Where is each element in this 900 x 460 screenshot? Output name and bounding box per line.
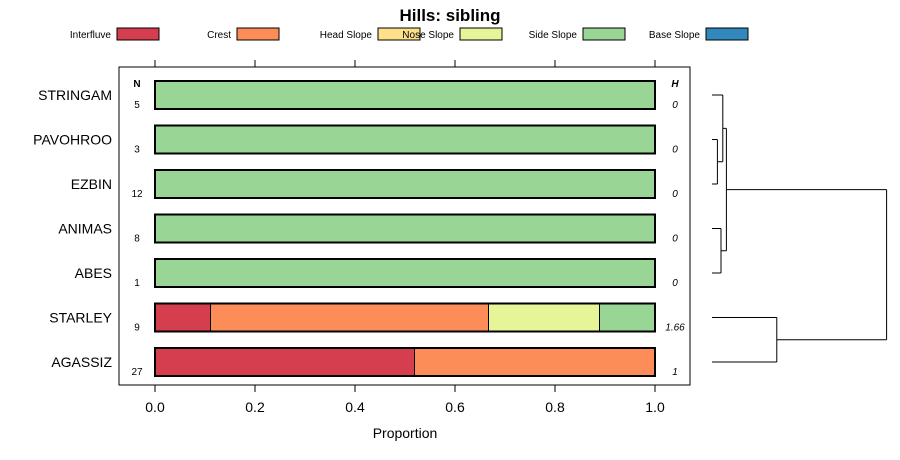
- bar-outline-pavohroo: [154, 124, 656, 155]
- bar-pavohroo-side-slope: [154, 125, 656, 154]
- bar-starley-side-slope: [599, 303, 656, 332]
- legend-swatch-head-slope: [377, 27, 421, 41]
- legend-swatch-base-slope: [705, 27, 749, 41]
- bar-abes-side-slope: [154, 258, 656, 288]
- n-value-pavohroo: 3: [134, 145, 140, 156]
- h-value-ezbin: 0: [672, 189, 678, 200]
- legend-label-interfluve: Interfluve: [70, 30, 112, 41]
- row-label-abes: ABES: [75, 265, 112, 281]
- legend-swatch-side-slope: [582, 27, 626, 41]
- x-tick-label-3: 0.6: [445, 399, 465, 415]
- dendrogram: [712, 94, 888, 363]
- legend-label-crest: Crest: [207, 30, 231, 41]
- row-label-stringam: STRINGAM: [38, 87, 112, 103]
- plot-frame: [118, 66, 691, 386]
- bar-outline-animas: [154, 213, 656, 244]
- bar-outline-agassiz: [154, 347, 656, 377]
- n-value-animas: 8: [134, 234, 140, 245]
- bar-starley-interfluve: [154, 303, 211, 332]
- row-label-animas: ANIMAS: [58, 221, 112, 237]
- bars: [154, 80, 656, 377]
- legend: Interfluve Crest Head Slope Nose Slope Side …: [70, 27, 749, 41]
- n-value-agassiz: 27: [131, 367, 143, 378]
- bar-ezbin-side-slope: [154, 169, 656, 199]
- legend-label-base-slope: Base Slope: [649, 30, 701, 41]
- h-value-agassiz: 1: [672, 367, 678, 378]
- bar-animas-side-slope: [154, 214, 656, 243]
- x-tick-label-4: 0.8: [545, 399, 565, 415]
- bar-outline-starley: [154, 302, 656, 333]
- n-value-abes: 1: [134, 278, 140, 289]
- legend-label-head-slope: Head Slope: [320, 30, 373, 41]
- row-label-ezbin: EZBIN: [71, 176, 112, 192]
- n-column-header: N: [133, 79, 140, 90]
- h-value-abes: 0: [672, 278, 678, 289]
- bar-agassiz-interfluve: [154, 347, 415, 377]
- bar-outline-abes: [154, 258, 656, 288]
- bar-outline-ezbin: [154, 169, 656, 199]
- bar-starley-crest: [210, 303, 489, 332]
- chart-title: Hills: sibling: [399, 6, 500, 25]
- row-labels: STRINGAM 5 0 PAVOHROO 3 0 EZBIN 12 0 ANIMAS 8 0 ABES…: [33, 87, 685, 378]
- legend-label-nose-slope: Nose Slope: [402, 30, 454, 41]
- h-value-starley: 1.66: [665, 323, 685, 334]
- bar-agassiz-crest: [414, 347, 656, 377]
- legend-swatch-interfluve: [116, 27, 160, 41]
- h-value-animas: 0: [672, 234, 678, 245]
- legend-swatch-nose-slope: [459, 27, 503, 41]
- legend-swatch-crest: [236, 27, 280, 41]
- row-label-starley: STARLEY: [49, 310, 112, 326]
- x-tick-label-1: 0.2: [245, 399, 265, 415]
- x-tick-label-2: 0.4: [345, 399, 365, 415]
- x-tick-label-5: 1.0: [645, 399, 665, 415]
- legend-label-side-slope: Side Slope: [529, 30, 578, 41]
- x-axis: 0.0 0.2 0.4 0.6 0.8 1.0: [145, 60, 665, 415]
- n-value-starley: 9: [134, 323, 140, 334]
- plot-panel: N H: [118, 66, 691, 386]
- n-value-ezbin: 12: [131, 189, 143, 200]
- bar-starley-nose-slope: [488, 303, 600, 332]
- row-label-agassiz: AGASSIZ: [51, 354, 112, 370]
- row-label-pavohroo: PAVOHROO: [33, 132, 112, 148]
- bar-stringam-side-slope: [154, 80, 656, 110]
- bar-outline-stringam: [154, 80, 656, 110]
- n-value-stringam: 5: [134, 100, 140, 111]
- h-value-stringam: 0: [672, 100, 678, 111]
- h-column-header: H: [671, 79, 679, 90]
- x-tick-label-0: 0.0: [145, 399, 165, 415]
- h-value-pavohroo: 0: [672, 145, 678, 156]
- x-axis-label: Proportion: [373, 425, 438, 441]
